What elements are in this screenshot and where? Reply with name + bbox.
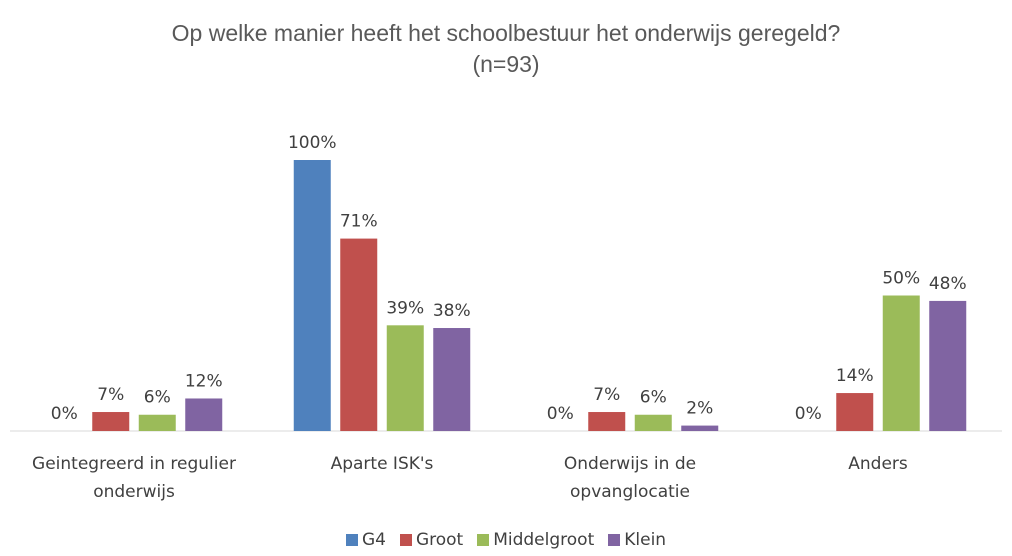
bar bbox=[681, 425, 719, 431]
bar bbox=[386, 325, 424, 431]
legend-swatch bbox=[345, 534, 358, 546]
bar bbox=[433, 328, 471, 431]
data-label: 0% bbox=[51, 404, 78, 424]
data-label: 0% bbox=[795, 404, 822, 424]
bar bbox=[929, 300, 967, 431]
bar bbox=[588, 412, 626, 431]
data-label: 2% bbox=[686, 399, 713, 419]
legend: G4 Groot Middelgroot Klein bbox=[0, 530, 1012, 550]
data-label: 12% bbox=[185, 371, 223, 391]
chart-title: Op welke manier heeft het schoolbestuur … bbox=[171, 20, 841, 77]
data-label: 50% bbox=[882, 269, 920, 289]
legend-label: G4 bbox=[361, 530, 386, 550]
data-label: 6% bbox=[640, 388, 667, 408]
legend-item: Klein bbox=[608, 530, 666, 550]
bar bbox=[293, 160, 331, 431]
legend-item: G4 bbox=[345, 530, 386, 550]
bar bbox=[836, 393, 874, 431]
legend-item: Groot bbox=[399, 530, 464, 550]
data-label: 7% bbox=[97, 385, 124, 405]
x-tick-label: Aparte ISK's bbox=[330, 454, 434, 474]
x-tick-label: Geintegreerd in regulier onderwijs bbox=[32, 454, 236, 502]
bar bbox=[634, 414, 672, 431]
bar bbox=[92, 412, 130, 431]
bar bbox=[138, 414, 176, 431]
legend-item: Middelgroot bbox=[477, 530, 594, 550]
bar bbox=[185, 398, 223, 431]
bar bbox=[340, 238, 378, 431]
legend-swatch bbox=[608, 534, 621, 546]
legend-swatch bbox=[477, 534, 490, 546]
bar bbox=[882, 295, 920, 431]
data-label: 39% bbox=[386, 298, 424, 318]
data-label: 71% bbox=[340, 212, 378, 232]
data-label: 0% bbox=[547, 404, 574, 424]
data-label: 38% bbox=[433, 301, 471, 321]
legend-swatch bbox=[399, 534, 412, 546]
data-label: 14% bbox=[836, 366, 874, 386]
data-label: 100% bbox=[288, 133, 337, 153]
legend-label: Klein bbox=[624, 530, 667, 550]
legend-label: Middelgroot bbox=[493, 530, 595, 550]
data-label: 6% bbox=[144, 388, 171, 408]
x-tick-label: Onderwijs in de opvanglocatie bbox=[563, 454, 697, 502]
legend-label: Groot bbox=[415, 530, 464, 550]
x-tick-label: Anders bbox=[848, 454, 908, 474]
data-label: 7% bbox=[593, 385, 620, 405]
data-label: 48% bbox=[929, 274, 967, 294]
